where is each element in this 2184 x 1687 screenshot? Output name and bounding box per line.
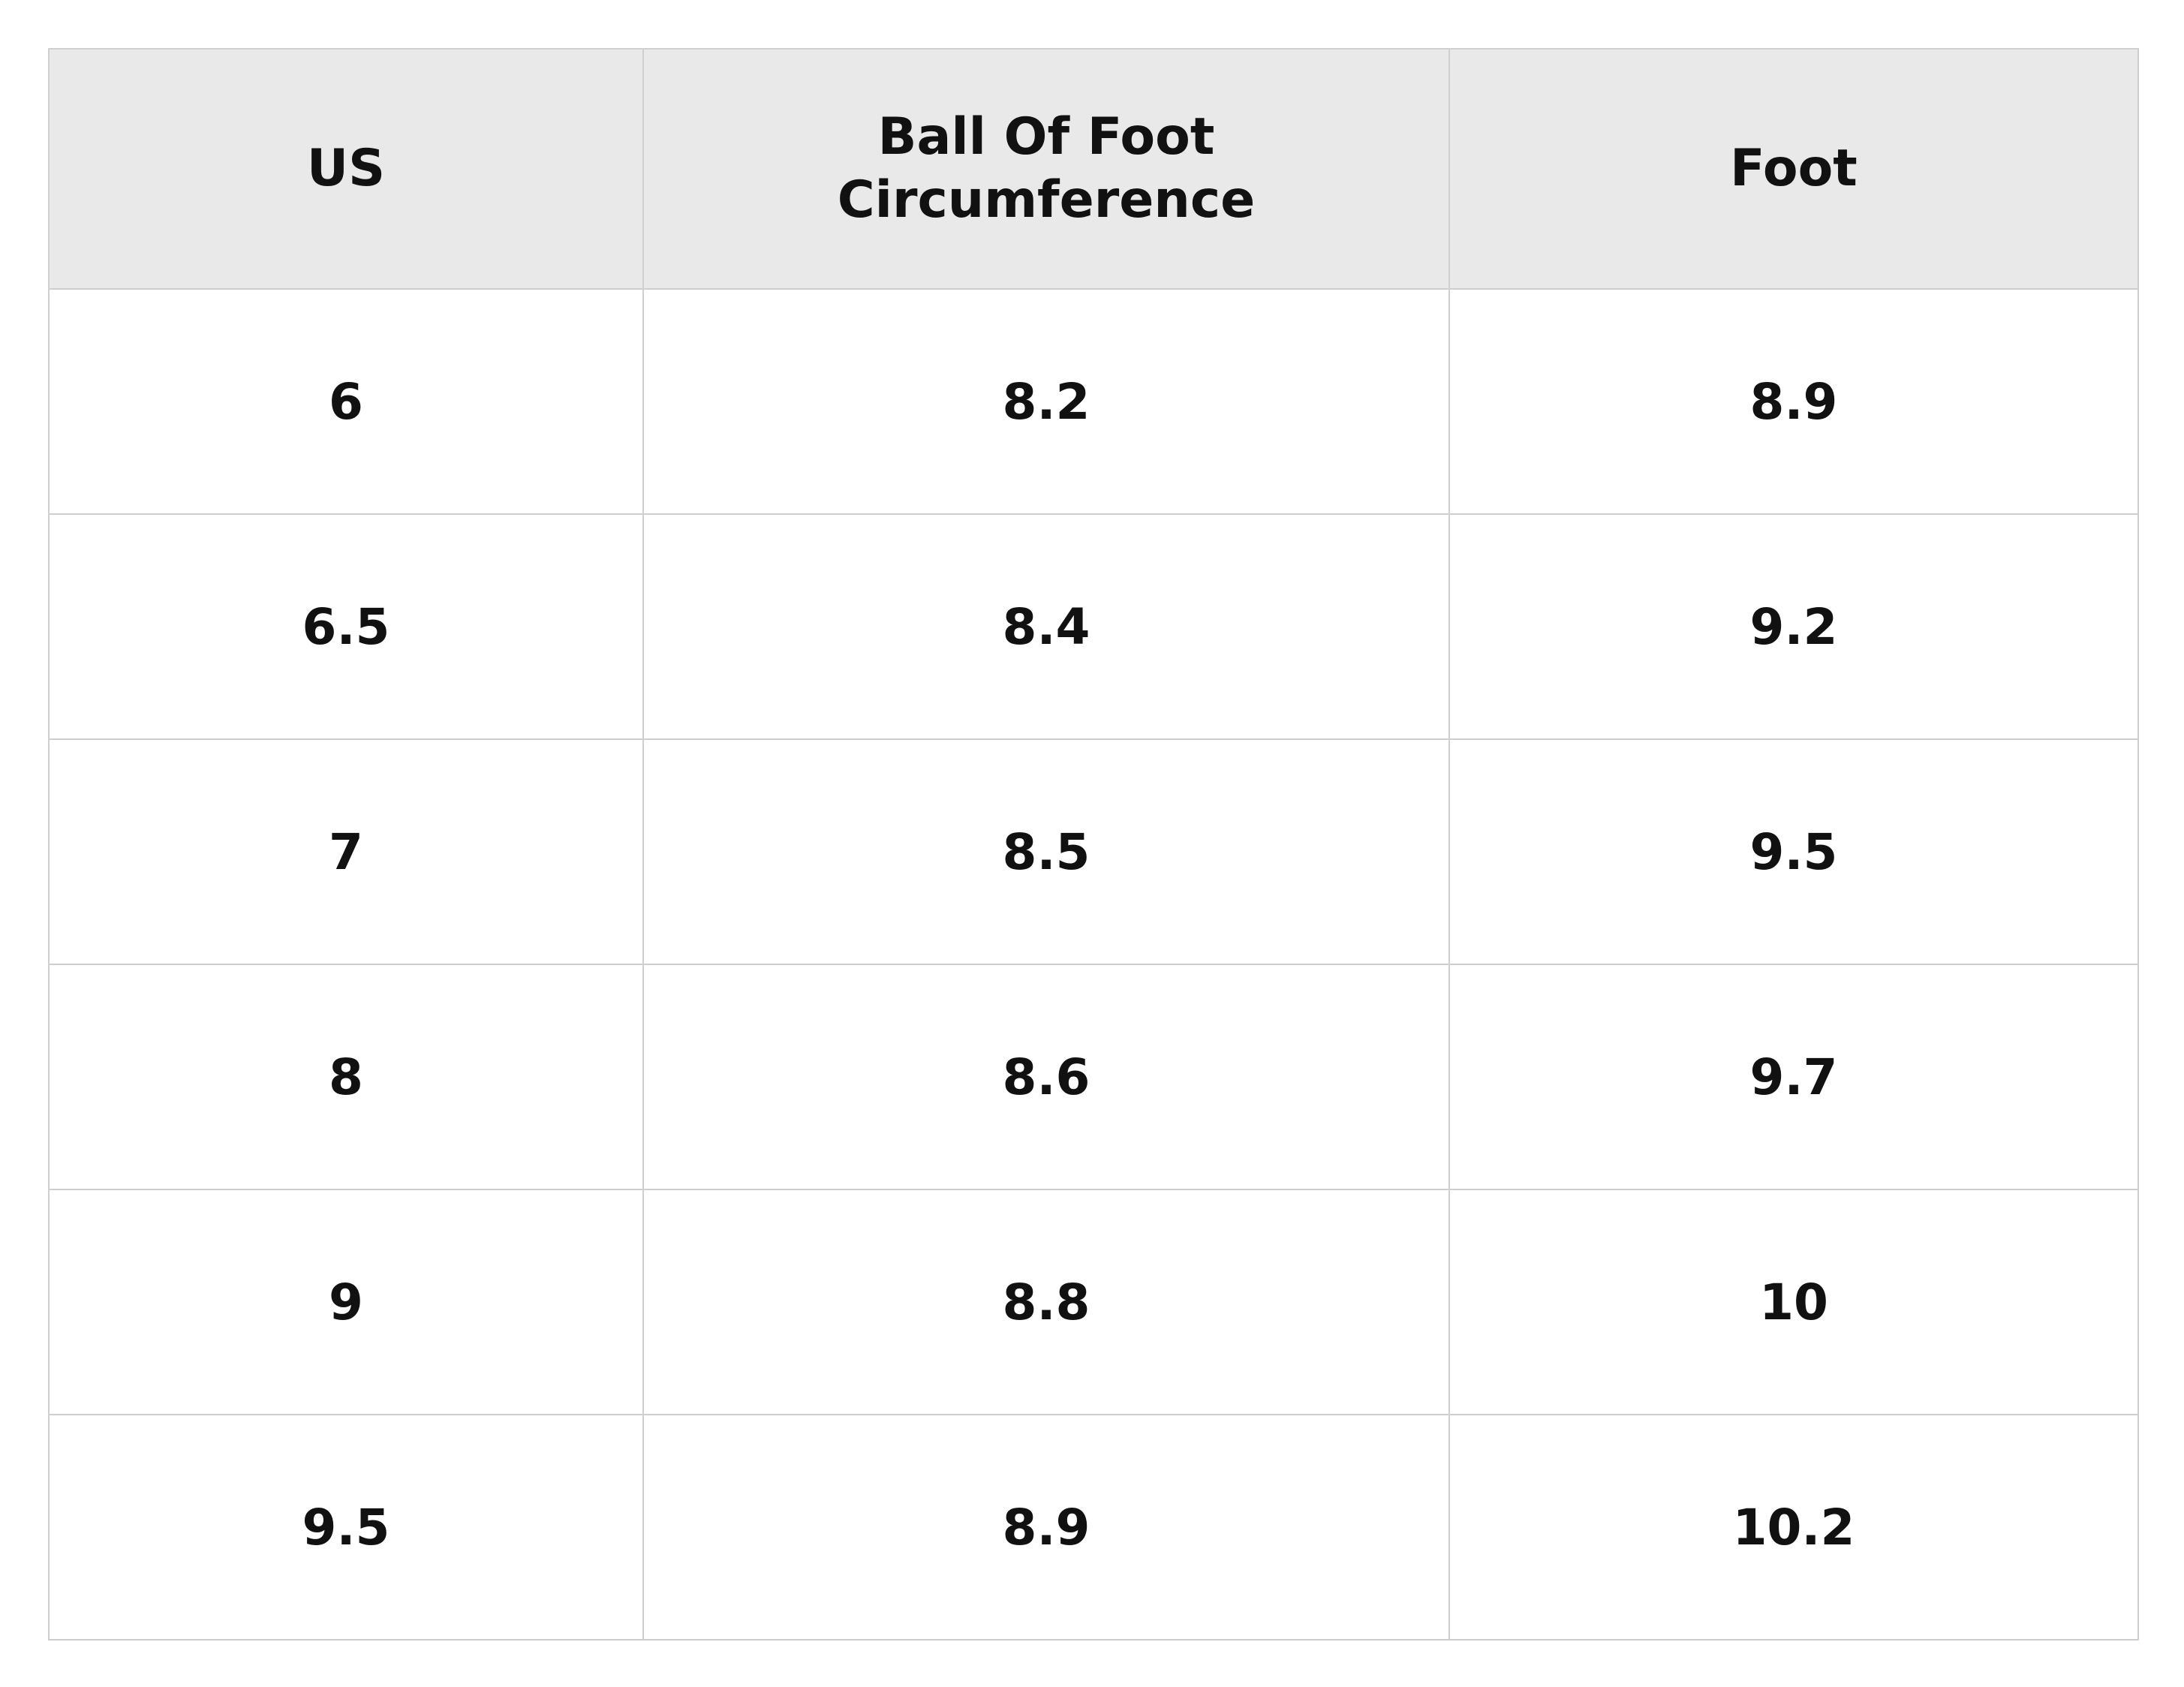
table-header: US Ball Of Foot Circumference Foot — [48, 48, 2139, 290]
cell-foot: 8.9 — [1448, 288, 2139, 515]
table-body: 6 8.2 8.9 6.5 8.4 9.2 7 8.5 9.5 8 8.6 9.… — [48, 288, 2139, 1640]
cell-foot: 9.7 — [1448, 964, 2139, 1190]
cell-ball-of-foot: 8.6 — [642, 964, 1450, 1190]
cell-us: 6 — [48, 288, 644, 515]
cell-us: 9 — [48, 1189, 644, 1415]
table-row: 9 8.8 10 — [48, 1189, 2139, 1415]
header-ball-of-foot-circumference: Ball Of Foot Circumference — [642, 48, 1450, 290]
table-row: 8 8.6 9.7 — [48, 964, 2139, 1190]
header-ball-of-foot-label: Ball Of Foot Circumference — [837, 107, 1256, 230]
cell-ball-of-foot: 8.5 — [642, 738, 1450, 965]
cell-us: 6.5 — [48, 513, 644, 740]
header-foot-label: Foot — [1730, 139, 1858, 198]
header-us-label: US — [306, 139, 386, 198]
header-foot: Foot — [1448, 48, 2139, 290]
table-row: 7 8.5 9.5 — [48, 738, 2139, 965]
cell-foot: 10 — [1448, 1189, 2139, 1415]
table-row: 6 8.2 8.9 — [48, 288, 2139, 515]
cell-ball-of-foot: 8.4 — [642, 513, 1450, 740]
cell-ball-of-foot: 8.8 — [642, 1189, 1450, 1415]
cell-foot: 9.2 — [1448, 513, 2139, 740]
cell-us: 9.5 — [48, 1414, 644, 1640]
table-row: 6.5 8.4 9.2 — [48, 513, 2139, 740]
cell-ball-of-foot: 8.2 — [642, 288, 1450, 515]
cell-foot: 9.5 — [1448, 738, 2139, 965]
header-us: US — [48, 48, 644, 290]
cell-us: 7 — [48, 738, 644, 965]
table-row: 9.5 8.9 10.2 — [48, 1414, 2139, 1640]
cell-us: 8 — [48, 964, 644, 1190]
cell-ball-of-foot: 8.9 — [642, 1414, 1450, 1640]
header-row: US Ball Of Foot Circumference Foot — [48, 48, 2139, 290]
cell-foot: 10.2 — [1448, 1414, 2139, 1640]
size-chart-table: US Ball Of Foot Circumference Foot 6 8.2… — [48, 48, 2139, 1640]
